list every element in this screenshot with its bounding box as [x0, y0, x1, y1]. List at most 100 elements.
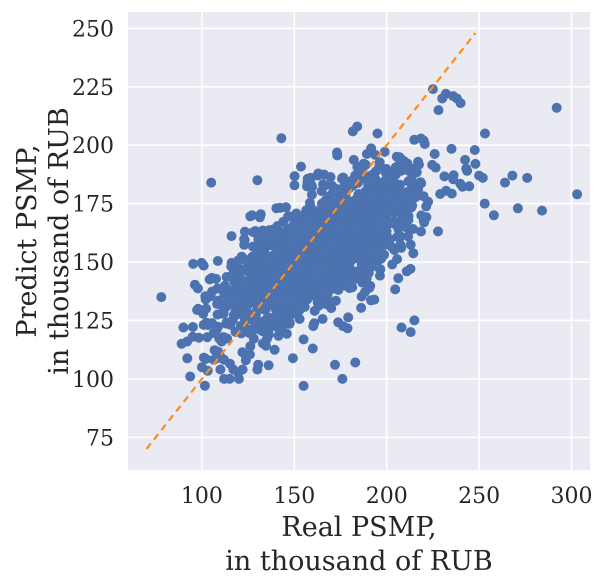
data-point [522, 172, 533, 183]
data-point [330, 295, 341, 306]
data-point [224, 373, 235, 384]
data-point [512, 203, 523, 214]
data-point [322, 248, 333, 259]
data-point [405, 176, 416, 187]
data-point [356, 198, 367, 209]
data-point [156, 292, 167, 303]
data-point [282, 317, 293, 328]
data-point [469, 145, 480, 155]
data-point [332, 150, 343, 161]
data-point [298, 334, 309, 345]
data-point [433, 226, 443, 237]
data-point [312, 266, 323, 277]
data-point [347, 224, 358, 235]
data-point [393, 273, 404, 284]
data-point [196, 362, 207, 373]
data-point [380, 167, 391, 178]
data-point [330, 240, 341, 251]
y-axis-title-line-2: in thousand of RUB [44, 107, 75, 374]
data-point [365, 237, 375, 248]
data-point [263, 360, 274, 371]
data-point [187, 331, 198, 342]
data-point [286, 274, 297, 285]
data-point [250, 259, 261, 270]
data-point [551, 102, 562, 113]
data-point [367, 176, 378, 187]
data-point [233, 373, 244, 384]
data-point [319, 169, 329, 180]
data-point [221, 318, 232, 329]
data-point [470, 158, 481, 169]
data-point [416, 210, 427, 221]
data-point [341, 202, 351, 212]
data-point [366, 295, 376, 306]
data-point [330, 359, 340, 370]
data-point [402, 212, 413, 222]
data-point [315, 208, 326, 219]
data-point [416, 178, 427, 189]
data-point [317, 289, 328, 299]
data-point [305, 202, 316, 213]
y-tick-label: 250 [72, 17, 114, 42]
y-axis-title-line-1: Predict PSMP, [12, 144, 43, 337]
reference-line [145, 32, 477, 450]
data-point [200, 294, 211, 305]
data-point [281, 328, 292, 339]
data-point [364, 209, 375, 220]
data-point [404, 186, 415, 197]
data-point [488, 210, 499, 221]
data-point [416, 226, 426, 237]
data-point [234, 271, 245, 282]
data-point [298, 380, 309, 391]
data-point [373, 223, 384, 234]
data-point [333, 254, 343, 264]
data-point [258, 304, 269, 315]
data-point [347, 214, 358, 225]
data-point [281, 241, 292, 252]
data-points [156, 84, 583, 391]
data-point [366, 184, 377, 195]
data-point [369, 247, 379, 258]
data-point [537, 205, 547, 216]
data-point [287, 353, 298, 364]
data-point [348, 154, 359, 165]
data-point [392, 231, 403, 242]
data-point [392, 254, 403, 265]
data-point [302, 294, 313, 305]
data-point [376, 232, 387, 243]
data-point [383, 190, 394, 201]
reference-line-group [145, 32, 477, 450]
data-point [375, 185, 386, 196]
data-point [198, 352, 209, 363]
x-tick-label: 150 [273, 484, 315, 509]
x-tick-label: 200 [366, 484, 408, 509]
data-point [341, 247, 352, 257]
data-point [193, 303, 204, 314]
data-point [239, 226, 250, 237]
data-point [192, 283, 203, 294]
data-point [331, 270, 342, 281]
data-point [276, 283, 287, 294]
y-tick-label: 150 [72, 251, 114, 276]
y-tick-label: 175 [72, 193, 114, 218]
data-point [480, 128, 490, 139]
data-point [382, 218, 393, 229]
data-point [188, 258, 199, 269]
data-point [337, 373, 348, 384]
data-point [182, 353, 193, 364]
x-axis-title-line-2: in thousand of RUB [225, 546, 492, 577]
data-point [240, 254, 250, 265]
data-point [259, 234, 270, 245]
y-tick-label: 75 [86, 426, 114, 451]
data-point [448, 170, 459, 181]
data-point [228, 364, 239, 375]
data-point [429, 149, 440, 159]
data-point [405, 239, 416, 250]
data-point [261, 313, 272, 324]
data-point [250, 226, 261, 236]
data-point [338, 223, 349, 234]
x-axis-title-line-1: Real PSMP, [281, 512, 436, 543]
data-point [320, 230, 331, 241]
data-point [343, 312, 354, 323]
data-point [572, 189, 583, 200]
